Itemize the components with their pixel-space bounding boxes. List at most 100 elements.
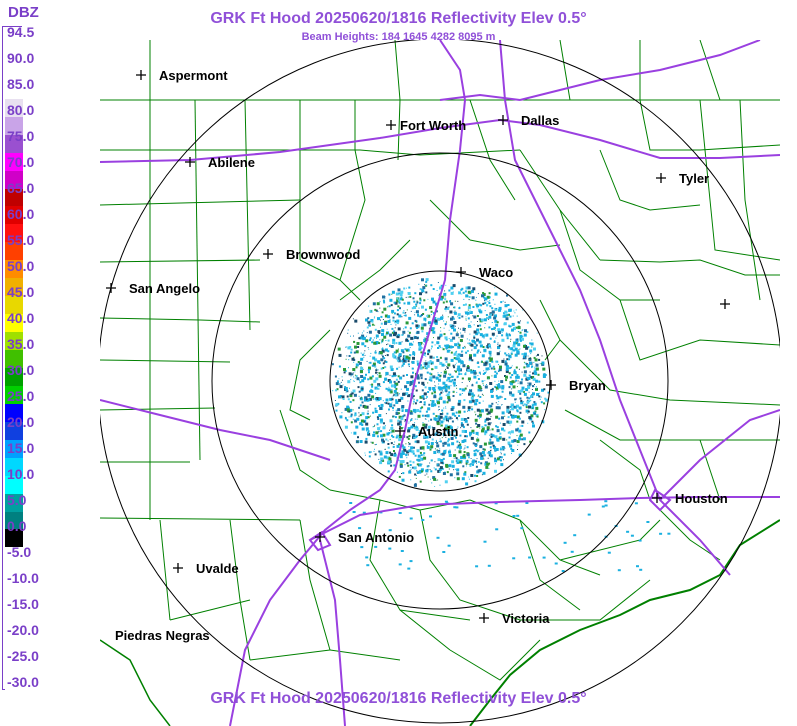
city-piedras-negras[interactable]: Piedras Negras bbox=[115, 628, 210, 643]
county-line bbox=[279, 409, 331, 491]
city-label: Aspermont bbox=[159, 68, 228, 83]
legend-tick-label: 25.0 bbox=[7, 388, 35, 404]
city-label: Houston bbox=[675, 491, 728, 506]
city-fort-worth[interactable]: Fort Worth bbox=[386, 118, 466, 133]
county-line bbox=[100, 359, 231, 363]
county-line bbox=[469, 99, 516, 201]
legend-swatch bbox=[5, 314, 23, 333]
color-legend: DBZ 94.5 90.0 85.0 80.0 75.0 70.0 65.0 60.0 55.0… bbox=[0, 0, 48, 726]
legend-swatch bbox=[5, 421, 23, 441]
county-line bbox=[419, 509, 521, 621]
county-line bbox=[699, 40, 721, 101]
highway bbox=[309, 496, 780, 541]
city-tyler[interactable]: Tyler bbox=[656, 171, 709, 186]
legend-swatch bbox=[5, 332, 23, 351]
city-abilene[interactable]: Abilene bbox=[185, 155, 255, 170]
legend-color-scale bbox=[2, 26, 23, 692]
legend-tick-label: 55.0 bbox=[7, 232, 35, 248]
county-line bbox=[599, 439, 651, 501]
legend-swatch bbox=[5, 637, 23, 656]
county-line bbox=[599, 149, 701, 211]
city-label: Dallas bbox=[521, 113, 559, 128]
legend-swatch bbox=[5, 260, 23, 279]
legend-tick-label: 50.0 bbox=[7, 258, 35, 274]
legend-tick-label: 45.0 bbox=[7, 284, 35, 300]
city-marker bbox=[106, 283, 116, 293]
county-line bbox=[244, 99, 251, 331]
coastline bbox=[469, 519, 780, 726]
city-dallas[interactable]: Dallas bbox=[498, 113, 559, 128]
city-aspermont[interactable]: Aspermont bbox=[136, 68, 228, 83]
legend-tick-label: 90.0 bbox=[7, 50, 35, 66]
county-line bbox=[299, 519, 331, 651]
city-bryan[interactable]: Bryan bbox=[546, 378, 606, 393]
county-line bbox=[100, 199, 301, 206]
legend-swatch bbox=[5, 439, 23, 459]
city-marker bbox=[263, 249, 273, 259]
range-ring bbox=[329, 270, 551, 492]
city-marker bbox=[656, 173, 666, 183]
legend-swatch bbox=[5, 134, 23, 154]
legend-swatch bbox=[5, 44, 23, 64]
city-marker bbox=[498, 115, 508, 125]
city-houston[interactable]: Houston bbox=[652, 491, 728, 506]
city-label: Uvalde bbox=[196, 561, 239, 576]
county-line bbox=[100, 259, 261, 263]
county-line bbox=[739, 99, 761, 301]
legend-swatch bbox=[5, 116, 23, 136]
city-waco[interactable]: Waco bbox=[456, 265, 513, 280]
city-austin[interactable]: Austin bbox=[395, 424, 459, 439]
legend-tick-label: 75.0 bbox=[7, 128, 35, 144]
highway bbox=[439, 93, 521, 101]
legend-swatch bbox=[5, 529, 23, 548]
range-ring bbox=[100, 40, 780, 724]
county-line bbox=[100, 317, 261, 323]
city-brownwood[interactable]: Brownwood bbox=[263, 247, 360, 262]
county-line bbox=[519, 149, 601, 261]
legend-tick-label: 40.0 bbox=[7, 310, 35, 326]
county-line bbox=[339, 100, 366, 281]
city-label: Waco bbox=[479, 265, 513, 280]
city-victoria[interactable]: Victoria bbox=[479, 611, 550, 626]
county-boundaries bbox=[100, 40, 780, 726]
legend-tick-label: 20.0 bbox=[7, 414, 35, 430]
county-line bbox=[249, 649, 331, 661]
legend-swatch bbox=[5, 27, 23, 46]
county-line bbox=[329, 649, 401, 661]
county-line bbox=[100, 517, 301, 521]
legend-swatch bbox=[5, 457, 23, 477]
legend-swatch bbox=[5, 565, 23, 584]
county-line bbox=[399, 609, 471, 621]
legend-swatch bbox=[5, 583, 23, 602]
city-san-antonio[interactable]: San Antonio bbox=[315, 530, 414, 545]
legend-swatch bbox=[5, 385, 23, 405]
legend-tick-label: 35.0 bbox=[7, 336, 35, 352]
county-line bbox=[559, 40, 571, 101]
county-line bbox=[599, 259, 780, 276]
city-marker bbox=[386, 120, 396, 130]
county-line bbox=[449, 639, 541, 681]
legend-swatch bbox=[5, 278, 23, 297]
legend-tick-label: -20.0 bbox=[7, 622, 39, 638]
county-line bbox=[169, 599, 251, 621]
legend-tick-label: -25.0 bbox=[7, 648, 39, 664]
city-uvalde[interactable]: Uvalde bbox=[173, 561, 239, 576]
county-line bbox=[559, 209, 660, 301]
county-line bbox=[159, 519, 171, 621]
legend-unit: DBZ bbox=[8, 4, 39, 21]
city-san-angelo[interactable]: San Angelo bbox=[106, 281, 200, 296]
county-line bbox=[229, 519, 251, 661]
county-line bbox=[699, 99, 780, 261]
county-line bbox=[329, 489, 471, 511]
legend-swatch bbox=[5, 224, 23, 243]
city-label: Tyler bbox=[679, 171, 709, 186]
legend-tick-label: 85.0 bbox=[7, 76, 35, 92]
county-line bbox=[649, 499, 721, 561]
city-marker-unlabeled bbox=[720, 299, 730, 309]
city-marker bbox=[456, 267, 466, 277]
county-line bbox=[564, 409, 780, 441]
city-marker bbox=[546, 380, 556, 390]
highway bbox=[100, 399, 331, 461]
legend-swatch bbox=[5, 475, 23, 495]
